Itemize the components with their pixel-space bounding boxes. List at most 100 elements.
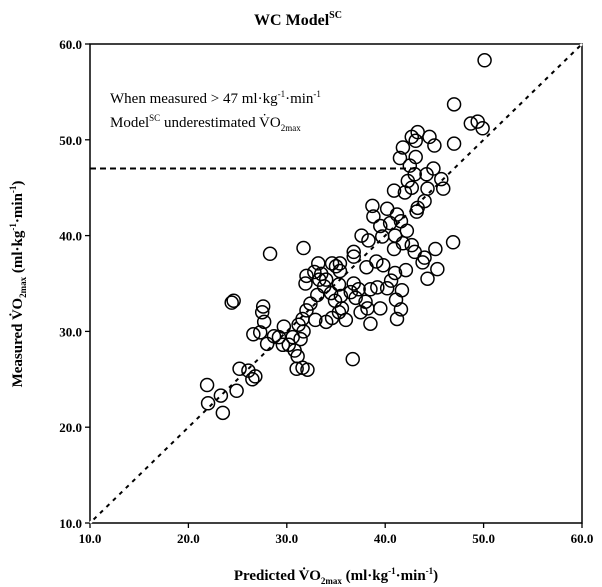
annotation-line1-text: When measured > 47 ml·kg [110,91,278,107]
data-point [379,281,395,296]
y-tick-label: 50.0 [59,133,82,148]
annotation-line2-mid: underestimated V̇O [160,114,281,131]
data-point [404,237,420,253]
y-axis-label-sup2: -1 [8,185,18,193]
data-point [365,198,380,214]
data-point [422,129,437,145]
data-point [307,264,322,280]
data-point [226,293,241,308]
data-point [387,228,403,243]
x-axis-label-sup1: -1 [388,566,396,576]
data-point [298,276,313,291]
data-point [361,233,376,248]
y-axis-label-mid: ·min [10,192,26,223]
data-point [389,311,405,327]
data-point [299,268,314,284]
annotation-line2-sup: SC [149,113,160,123]
data-point [332,256,348,271]
x-tick-label: 60.0 [571,531,594,546]
data-point [200,396,216,411]
data-point [415,255,430,270]
dashed-line-gap [89,43,583,524]
data-point [311,256,326,271]
data-point [318,272,334,287]
data-point [446,97,462,112]
data-point [404,129,420,145]
data-point [348,290,363,306]
data-point [324,256,340,271]
chart-title-sup: SC [329,10,342,21]
data-point [428,241,443,257]
data-point [252,325,268,340]
data-point [370,280,385,295]
data-point [379,201,395,217]
x-tick-label: 20.0 [177,531,200,546]
data-point [310,287,325,303]
data-point [287,343,302,358]
axis-ticks: 10.0 20.0 30.0 40.0 50.0 60.0 10.0 20.0 30.0 40.0… [59,37,593,546]
data-point [402,158,418,173]
data-point [245,372,260,387]
data-point [387,265,403,281]
y-tick-label: 60.0 [59,37,82,52]
x-axis-label: Predicted V̇O2max (ml·kg-1·min-1) [234,566,438,586]
data-point [374,229,390,244]
data-point [430,261,445,277]
data-point [318,314,334,330]
data-point [275,337,291,353]
chart-title: WC ModelSC [254,10,342,29]
annotation-line2: ModelSC underestimated V̇O2max [110,113,301,133]
annotation-line1-mid: ·min [285,91,314,107]
data-point [215,405,231,421]
data-point [408,133,423,149]
data-point [382,215,398,231]
data-point [262,246,278,262]
data-point [224,295,239,310]
y-axis-label-post: (ml·kg [10,230,26,277]
data-point [229,383,244,399]
x-axis-label-pre: Predicted V̇O [234,567,321,584]
y-axis-label-sub: 2max [18,276,28,297]
data-point [363,316,378,331]
data-point [254,304,270,320]
y-tick-label: 40.0 [59,229,82,244]
data-point [397,185,413,200]
y-axis-label: Measured V̇O2max (ml·kg-1·min-1) [8,181,28,388]
data-point [327,293,343,308]
data-point [386,183,402,198]
chart-title-main: WC Model [254,12,330,29]
data-point [395,140,411,155]
data-point [366,209,381,224]
data-points [199,53,492,421]
data-point [434,171,449,187]
data-point [328,259,344,274]
x-tick-label: 10.0 [79,531,102,546]
data-point [345,351,360,367]
annotation-line2-pre: Model [110,115,149,131]
data-point [398,262,414,278]
data-point [375,258,391,273]
data-point [256,314,272,330]
data-point [409,204,424,219]
annotation-line1: When measured > 47 ml·kg-1·min-1 [110,89,321,107]
data-point [346,244,361,260]
data-point [392,150,408,166]
y-tick-label: 30.0 [59,324,82,339]
data-point [276,319,292,334]
data-point [246,327,261,342]
data-point [232,361,247,377]
plot-area [89,43,583,524]
data-point [475,121,490,136]
data-point [363,281,378,297]
x-axis-label-sup2: -1 [426,566,434,576]
y-tick-label: 20.0 [59,420,82,435]
data-point [346,276,361,291]
annotation-line2-sub: 2max [281,123,301,133]
data-point [334,301,350,316]
data-point [427,138,442,153]
data-point [420,271,435,286]
x-axis-label-mid: ·min [396,568,427,584]
y-tick-label: 10.0 [59,516,82,531]
data-point [293,331,308,347]
